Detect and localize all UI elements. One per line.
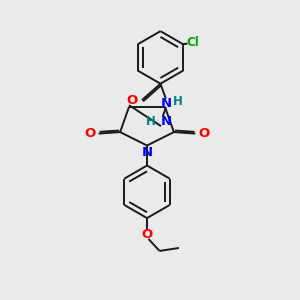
- Text: N: N: [142, 146, 153, 159]
- Text: O: O: [198, 127, 210, 140]
- Text: O: O: [141, 228, 153, 241]
- Text: O: O: [84, 127, 96, 140]
- Text: H: H: [173, 95, 183, 108]
- Text: Cl: Cl: [187, 36, 200, 49]
- Text: O: O: [127, 94, 138, 106]
- Text: N: N: [160, 97, 171, 110]
- Text: H: H: [146, 115, 156, 128]
- Text: N: N: [161, 115, 172, 128]
